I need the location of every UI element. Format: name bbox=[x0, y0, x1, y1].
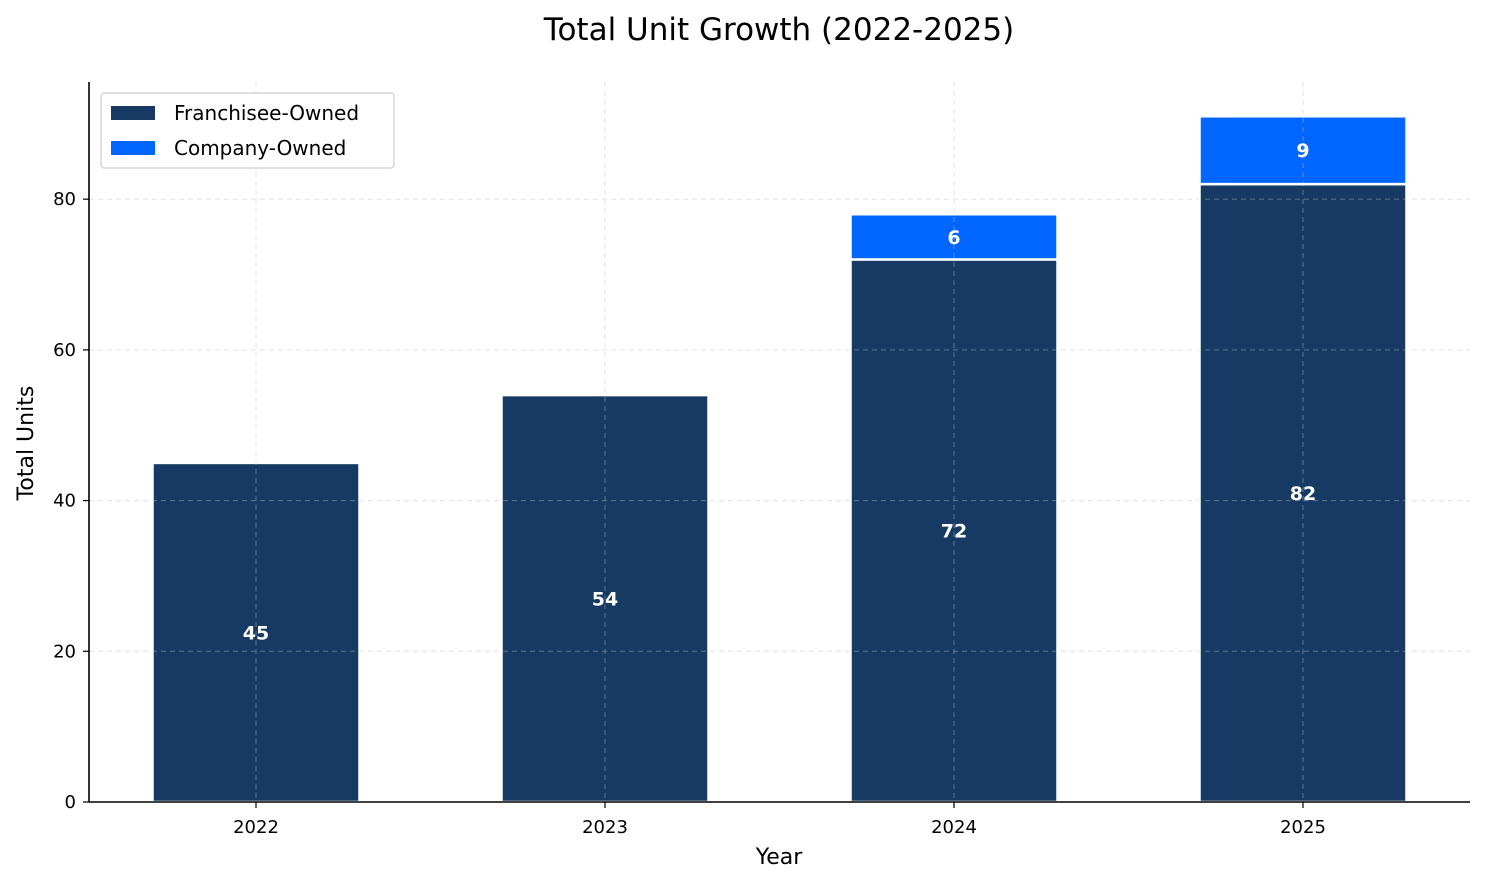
legend: Franchisee-Owned Company-Owned bbox=[100, 92, 395, 169]
legend-label: Company-Owned bbox=[174, 136, 346, 160]
bar-value-label: 45 bbox=[243, 622, 269, 644]
bar-value-label: 82 bbox=[1290, 483, 1316, 505]
axes: 0 20 40 60 80 2022 2023 2024 2025 bbox=[53, 82, 1470, 838]
y-tick-label: 0 bbox=[65, 792, 76, 813]
legend-label: Franchisee-Owned bbox=[174, 101, 359, 125]
y-tick-label: 20 bbox=[53, 641, 76, 662]
legend-swatch bbox=[111, 106, 155, 120]
bar-value-label: 9 bbox=[1296, 140, 1309, 162]
bar-value-labels: 45 54 72 6 82 9 bbox=[243, 140, 1316, 644]
bar-value-label: 6 bbox=[947, 227, 960, 249]
bar-company-owned-2024 bbox=[849, 212, 1059, 261]
bar-value-label: 72 bbox=[941, 521, 967, 543]
legend-swatch bbox=[111, 141, 155, 155]
x-tick-label: 2025 bbox=[1280, 817, 1326, 838]
bar-value-label: 54 bbox=[592, 589, 618, 611]
y-tick-label: 80 bbox=[53, 189, 76, 210]
x-tick-label: 2024 bbox=[931, 817, 977, 838]
y-tick-label: 60 bbox=[53, 340, 76, 361]
y-tick-label: 40 bbox=[53, 491, 76, 512]
x-tick-label: 2022 bbox=[233, 817, 279, 838]
y-axis-title: Total Units bbox=[14, 386, 39, 502]
bars bbox=[151, 115, 1408, 804]
x-axis-title: Year bbox=[755, 845, 804, 870]
bar-franchisee-owned-2025 bbox=[1198, 182, 1408, 804]
bar-franchisee-owned-2022 bbox=[151, 461, 361, 804]
bar-company-owned-2025 bbox=[1198, 115, 1408, 186]
grid-overlay bbox=[89, 82, 1470, 803]
chart-title: Total Unit Growth (2022-2025) bbox=[543, 12, 1014, 48]
bar-franchisee-owned-2024 bbox=[849, 258, 1059, 804]
legend-box bbox=[100, 92, 395, 169]
x-tick-label: 2023 bbox=[582, 817, 628, 838]
